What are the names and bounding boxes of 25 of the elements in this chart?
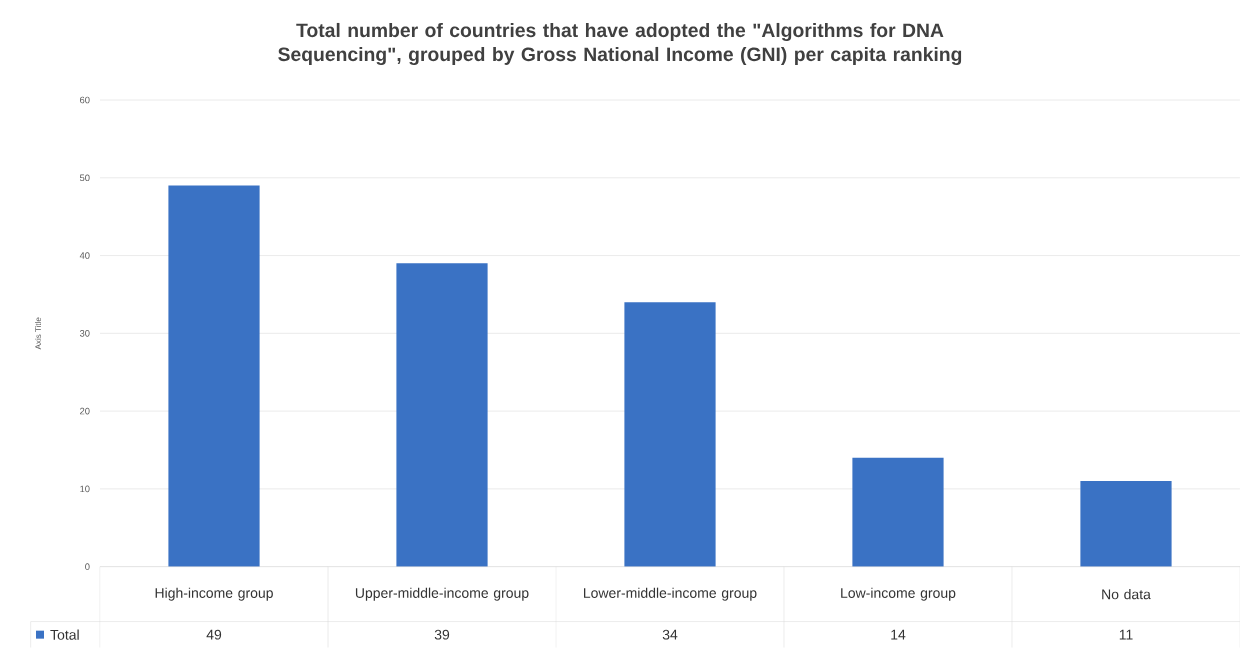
data-label: 14: [891, 630, 906, 640]
y-tick-label: 10: [80, 485, 90, 493]
data-label: 49: [206, 629, 222, 640]
chart-title: Total number of countries that have adopted the "Algorithms for DNA Sequencing", grouped by Gross National Income (GNI) per capita ranking: [278, 23, 962, 66]
x-tick-label: Upper-middle-income group: [355, 587, 529, 601]
x-tick-label: High-income group: [155, 587, 273, 601]
bar: [1080, 481, 1172, 567]
bar: [624, 302, 716, 567]
y-axis-title: Axis Title: [35, 317, 41, 350]
bar: [168, 185, 260, 567]
y-tick-label: 50: [79, 174, 90, 182]
bar: [852, 457, 944, 567]
data-label: 11: [1119, 630, 1133, 640]
data-label: 34: [662, 629, 678, 640]
bar: [396, 263, 488, 567]
legend-label: Total: [50, 629, 79, 640]
y-tick-label: 20: [80, 407, 90, 415]
x-tick-label: Lower-middle-income group: [584, 587, 757, 601]
y-tick-label: 0: [85, 563, 90, 571]
y-tick-label: 30: [79, 330, 90, 337]
y-tick-label: 40: [79, 252, 90, 260]
y-tick-label: 60: [80, 96, 90, 104]
data-label: 39: [434, 629, 450, 640]
x-tick-label: Low-income group: [841, 587, 956, 601]
x-tick-label: No data: [1102, 589, 1151, 600]
